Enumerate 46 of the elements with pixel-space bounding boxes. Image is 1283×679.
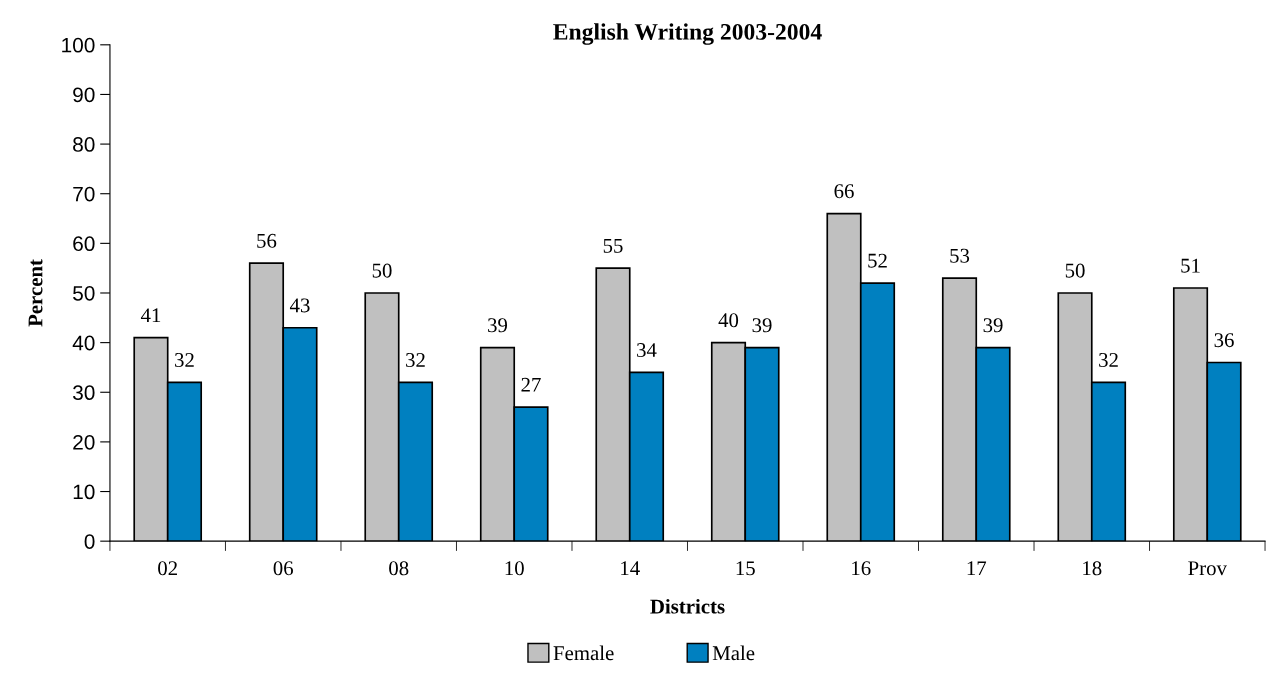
data-label: 56 [257, 233, 277, 248]
legend-label: Male [712, 645, 755, 661]
y-tick-label: 20 [73, 434, 95, 450]
y-tick-label: 90 [73, 87, 95, 103]
data-label: 41 [140, 308, 161, 323]
y-tick-label: 40 [72, 335, 95, 351]
x-axis-title: Districts [650, 598, 725, 614]
x-tick-label: 14 [621, 561, 640, 576]
data-label: 36 [1214, 333, 1234, 348]
y-tick-label: 0 [84, 534, 95, 549]
x-tick-label: 15 [736, 561, 755, 576]
data-label: 39 [983, 318, 1003, 333]
x-tick-label: 10 [505, 561, 524, 576]
data-label: 50 [1065, 263, 1085, 278]
data-label: 40 [718, 313, 739, 328]
data-label: 51 [1181, 258, 1200, 273]
x-tick-label: 16 [852, 561, 871, 576]
data-label: 39 [752, 318, 772, 333]
x-tick-label: Prov [1188, 561, 1227, 576]
data-label: 34 [637, 343, 657, 358]
x-tick-label: 06 [273, 561, 294, 576]
data-label: 66 [834, 184, 854, 199]
x-tick-label: 02 [158, 561, 177, 576]
legend-label: Female [553, 645, 614, 661]
x-tick-label: 18 [1083, 561, 1102, 576]
y-tick-label: 70 [73, 186, 95, 202]
data-label: 52 [868, 253, 887, 268]
y-tick-label: 30 [72, 385, 95, 401]
y-axis-title: Percent [28, 259, 43, 327]
chart-title: English Writing 2003-2004 [553, 23, 822, 45]
data-label: 32 [175, 352, 194, 367]
data-label: 50 [372, 263, 392, 278]
x-tick-label: 08 [389, 561, 409, 576]
y-tick-label: 100 [62, 37, 95, 53]
data-label: 55 [603, 238, 623, 253]
data-label: 53 [950, 248, 970, 263]
y-tick-label: 60 [73, 236, 95, 252]
data-label: 32 [406, 352, 425, 367]
data-label: 39 [488, 318, 508, 333]
data-label: 32 [1099, 352, 1118, 367]
y-tick-label: 80 [73, 137, 95, 152]
y-tick-label: 50 [73, 285, 95, 301]
x-tick-label: 17 [967, 561, 987, 576]
data-label: 27 [521, 377, 541, 392]
data-label: 43 [289, 298, 310, 313]
y-tick-label: 10 [73, 484, 95, 500]
